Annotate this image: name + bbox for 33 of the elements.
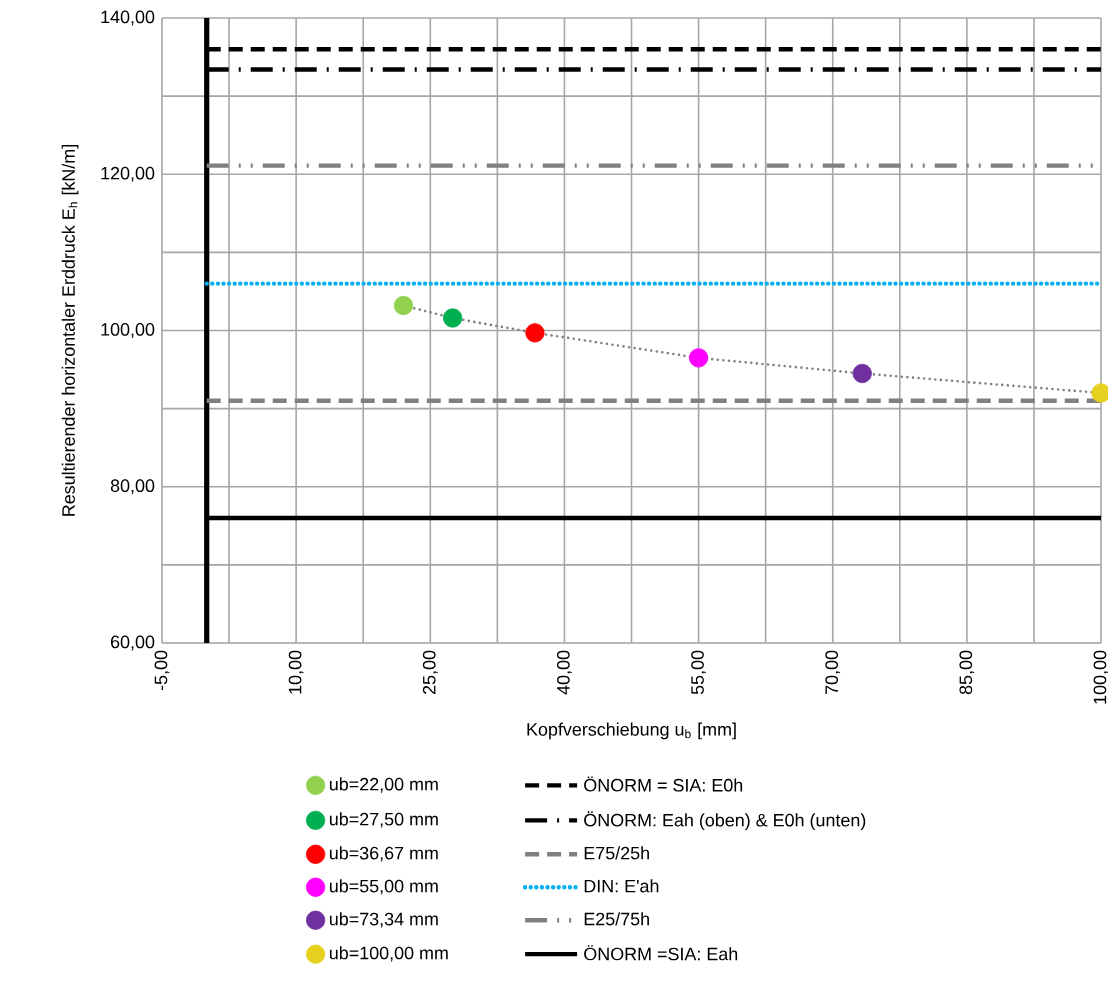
- x-tick-label: 70,00: [825, 650, 841, 695]
- legend-label: E75/25h: [584, 846, 649, 860]
- point: [852, 363, 872, 384]
- legend-label: ÖNORM: Eah (oben) & E0h (unten): [584, 811, 866, 831]
- legend-label: ub=36,67 mm: [329, 846, 438, 862]
- x-tick-label: 85,00: [959, 650, 975, 695]
- x-tick-label: 25,00: [422, 650, 438, 695]
- x-tick-label: 55,00: [691, 650, 706, 695]
- point: [1091, 383, 1108, 403]
- x-tick-label: 10,00: [288, 650, 304, 694]
- y-tick-label: 100,00: [101, 323, 155, 338]
- legend-label: E25/75h: [584, 912, 649, 926]
- x-tick-label: 40,00: [557, 650, 572, 695]
- legend-label: ub=22,00 mm: [329, 777, 438, 793]
- y-tick-label: 60,00: [110, 635, 155, 651]
- x-tick-label: -5,00: [154, 650, 170, 691]
- point: [525, 323, 545, 343]
- legend-label: ub=73,34 mm: [329, 912, 438, 928]
- y-tick-label: 120,00: [101, 166, 155, 182]
- legend-label: ub=55,00 mm: [329, 879, 438, 895]
- point: [393, 295, 414, 316]
- point: [443, 308, 463, 328]
- legend-label: ÖNORM = SIA: E0h: [584, 776, 743, 792]
- legend-label: ÖNORM =SIA: Eah: [584, 945, 738, 961]
- y-axis-title: Resultierender horizontaler Erddruck E$_{h}$ [kN/m]: [61, 145, 79, 516]
- legend-label: ub=100,00 mm: [329, 946, 448, 962]
- x-axis-title: Kopfverschiebung u$_{b}$ [mm]: [527, 722, 736, 740]
- y-tick-label: 80,00: [110, 479, 155, 495]
- point: [688, 348, 709, 368]
- x-tick-label: 100,00: [1093, 650, 1108, 704]
- legend-label: DIN: E'ah: [584, 879, 659, 893]
- y-tick-label: 140,00: [101, 10, 155, 26]
- legend-label: ub=27,50 mm: [329, 812, 438, 828]
